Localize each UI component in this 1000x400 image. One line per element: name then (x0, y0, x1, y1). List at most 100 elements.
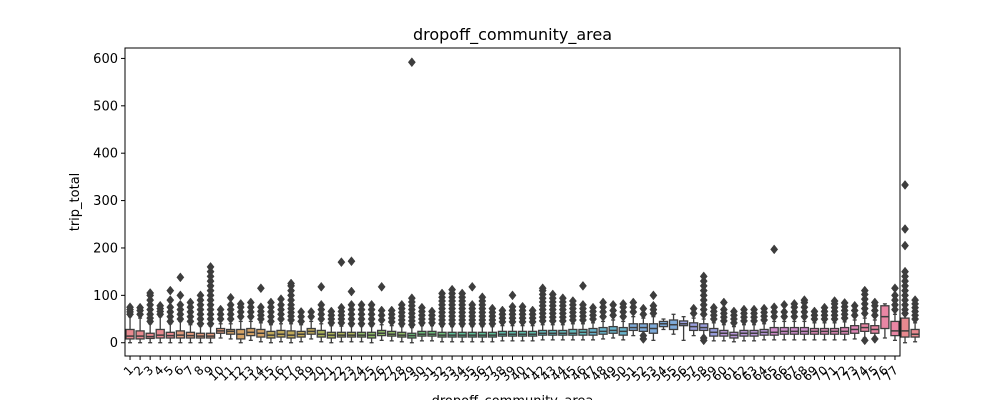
box-iqr (135, 330, 145, 340)
outlier-point (347, 299, 356, 310)
outlier-point (730, 306, 738, 317)
box-15 (266, 297, 276, 344)
outlier-point (830, 296, 839, 306)
box-17 (286, 278, 296, 344)
box-64 (759, 303, 769, 341)
outlier-point (508, 290, 517, 301)
box-41 (527, 305, 538, 342)
outlier-point (347, 256, 356, 267)
outlier-point (417, 302, 426, 313)
outlier-point (619, 298, 628, 309)
outlier-point (750, 304, 758, 315)
box-54 (658, 318, 669, 331)
outlier-point (387, 305, 396, 316)
outlier-point (256, 302, 265, 313)
box-10 (215, 304, 226, 339)
box-24 (356, 299, 367, 343)
box-34 (457, 288, 467, 343)
outlier-point (297, 307, 306, 317)
box-66 (779, 299, 789, 341)
box-31 (427, 306, 437, 342)
outlier-point (558, 293, 567, 304)
outlier-point (609, 305, 618, 316)
box-7 (185, 297, 196, 344)
outlier-point (377, 281, 386, 292)
outlier-point (599, 297, 608, 308)
box-62 (739, 304, 749, 342)
outlier-point (478, 292, 487, 303)
box-36 (477, 292, 487, 343)
y-tick-label: 200 (93, 241, 118, 256)
box-43 (548, 289, 558, 341)
box-56 (678, 316, 689, 342)
box-70 (819, 302, 830, 341)
outlier-point (196, 290, 205, 301)
box-5 (165, 285, 175, 344)
outlier-point (136, 302, 145, 313)
box-16 (276, 294, 286, 343)
box-65 (769, 244, 779, 341)
box-undefined (910, 295, 920, 343)
box-53 (648, 290, 659, 342)
outlier-point (357, 299, 366, 310)
outlier-point (126, 302, 134, 313)
outlier-point (800, 295, 809, 305)
box-50 (618, 298, 628, 341)
box-63 (749, 304, 759, 342)
outlier-point (649, 300, 658, 311)
box-48 (598, 297, 608, 340)
box-12 (236, 298, 246, 344)
outlier-point (508, 301, 517, 312)
outlier-point (870, 334, 879, 344)
outlier-point (760, 303, 769, 314)
outlier-point (860, 285, 869, 296)
outlier-point (186, 297, 195, 308)
box-iqr (910, 328, 920, 338)
outlier-point (901, 224, 909, 234)
outlier-point (236, 298, 245, 309)
outlier-point (810, 306, 819, 317)
outlier-point (538, 283, 547, 294)
outlier-point (649, 290, 658, 301)
box-11 (226, 292, 236, 340)
outlier-point (891, 290, 899, 301)
outlier-point (518, 301, 527, 312)
box-18 (296, 307, 306, 343)
outlier-point (901, 266, 909, 277)
outlier-point (327, 306, 336, 317)
box-74 (860, 285, 870, 346)
outlier-point (438, 288, 446, 299)
box-8 (195, 290, 206, 344)
box-57 (688, 303, 699, 337)
outlier-point (256, 283, 265, 294)
box-19 (306, 307, 316, 340)
outlier-point (397, 299, 406, 310)
box-77 (890, 283, 900, 342)
outlier-point (166, 302, 175, 313)
outlier-point (206, 262, 215, 272)
outlier-point (709, 302, 718, 313)
outlier-point (407, 293, 416, 304)
outlier-point (901, 240, 909, 251)
outlier-point (548, 289, 557, 300)
box-iqr (900, 317, 910, 338)
box-iqr (890, 320, 900, 337)
box-28 (397, 299, 407, 343)
outlier-point (639, 309, 648, 320)
outlier-point (176, 290, 185, 301)
box-40 (517, 301, 528, 342)
outlier-point (850, 300, 859, 311)
outlier-point (820, 302, 829, 313)
outlier-point (428, 306, 436, 317)
outlier-point (870, 297, 879, 308)
outlier-point (911, 295, 920, 305)
box-55 (668, 313, 679, 335)
box-67 (789, 298, 799, 341)
outlier-point (146, 288, 155, 298)
box-undefined (900, 180, 910, 344)
box-58 (699, 271, 709, 346)
box-60 (719, 297, 729, 342)
outlier-point (860, 335, 869, 346)
outlier-point (347, 286, 356, 297)
